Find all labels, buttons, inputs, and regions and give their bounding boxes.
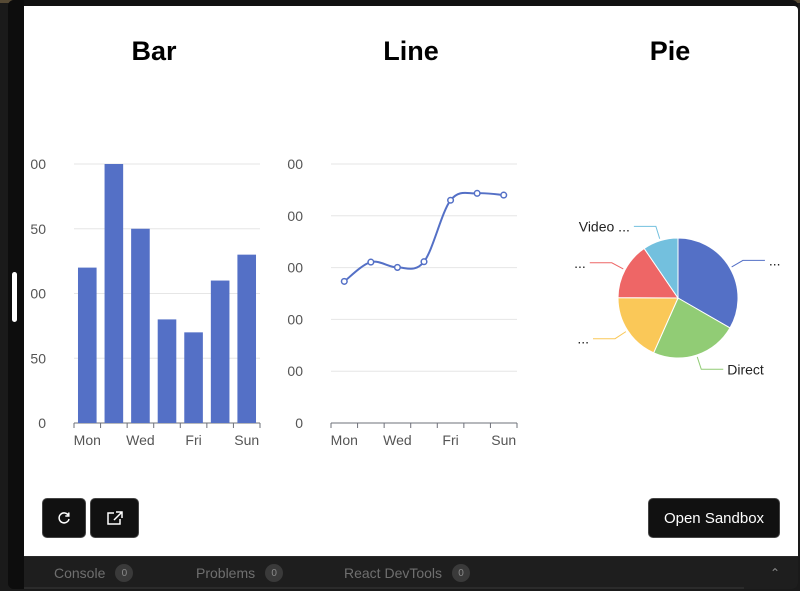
line-series <box>343 191 504 283</box>
slice-label-line <box>589 262 624 270</box>
pie-chart-title: Pie <box>649 36 691 66</box>
line-chart-title: Line <box>383 36 439 66</box>
y-tick-label: 50 <box>30 350 46 366</box>
refresh-icon <box>58 512 70 524</box>
point-thu <box>420 258 428 266</box>
pie-chart: ... Direct...... Video ... <box>574 218 781 377</box>
bar-sat <box>210 280 230 423</box>
x-tick-label: Wed <box>126 432 155 448</box>
tab-label: Console <box>54 565 106 581</box>
y-tick-label: 0 <box>38 415 46 431</box>
x-tick-label: Mon <box>331 432 358 448</box>
tab-react-devtools[interactable]: React DevTools 0 <box>344 564 471 582</box>
x-tick-label: Wed <box>383 432 412 448</box>
slice-label-line <box>731 259 765 268</box>
horizontal-scrollbar[interactable] <box>24 587 744 589</box>
slice-label-line <box>696 356 724 370</box>
x-tick-label: Mon <box>74 432 101 448</box>
y-tick-label: 00 <box>287 260 303 276</box>
bar-tue <box>104 164 124 423</box>
slice-label: Direct <box>727 361 764 377</box>
bar-wed <box>131 228 150 423</box>
slice-1 <box>652 297 731 359</box>
bar-fri <box>184 332 203 423</box>
bar-chart: 0 50 00 50 00 Mon Wed Fri Sun <box>30 156 261 448</box>
slice-3 <box>617 247 679 299</box>
tab-problems[interactable]: Problems 0 <box>196 564 284 582</box>
refresh-button[interactable] <box>42 498 86 538</box>
x-tick-label: Fri <box>185 432 201 448</box>
point-wed <box>393 263 401 271</box>
slice-label: Video ... <box>579 218 630 234</box>
x-tick-label: Fri <box>442 432 458 448</box>
y-tick-label: 50 <box>30 221 46 237</box>
y-tick-label: 00 <box>287 363 303 379</box>
slice-label: ... <box>574 255 586 271</box>
y-tick-label: 00 <box>287 311 303 327</box>
y-tick-label: 00 <box>287 156 303 172</box>
x-tick-label: Sun <box>491 432 516 448</box>
bar-chart-title: Bar <box>131 36 177 66</box>
open-sandbox-button[interactable]: Open Sandbox <box>648 498 780 538</box>
chevron-up-icon[interactable]: ⌃ <box>769 566 780 580</box>
open-external-icon <box>106 511 123 525</box>
point-tue <box>367 258 375 266</box>
resize-handle[interactable] <box>12 272 17 322</box>
count-badge: 0 <box>115 564 134 582</box>
tab-console[interactable]: Console 0 <box>54 564 134 582</box>
y-tick-label: 00 <box>30 286 46 302</box>
left-resize-bar[interactable] <box>8 0 24 589</box>
point-sun <box>500 191 508 199</box>
point-sat <box>473 189 481 197</box>
slice-2 <box>617 297 679 354</box>
slice-0 <box>677 237 739 329</box>
bar-sun <box>237 254 257 423</box>
slice-label-line <box>592 331 627 340</box>
y-tick-label: 00 <box>287 208 303 224</box>
bar-thu <box>157 319 177 423</box>
point-fri <box>447 196 455 204</box>
slice-label: ... <box>577 331 589 347</box>
y-tick-label: 00 <box>30 156 46 172</box>
slice-4 <box>643 237 679 300</box>
preview-pane: Bar Line Pie 0 50 00 50 00 Mon Wed Fri Sun 0 00 00… <box>24 6 798 556</box>
sandbox-frame: Bar Line Pie 0 50 00 50 00 Mon Wed Fri Sun 0 00 00… <box>8 0 798 589</box>
x-tick-label: Sun <box>234 432 259 448</box>
open-in-new-window-button[interactable] <box>90 498 139 538</box>
tab-label: React DevTools <box>344 565 443 581</box>
count-badge: 0 <box>265 564 284 582</box>
devtools-bar: Console 0 Problems 0 React DevTools 0 ⌃ <box>24 556 798 589</box>
slice-label-line <box>633 225 661 239</box>
point-mon <box>340 277 348 285</box>
bar-mon <box>77 267 97 423</box>
slice-label: ... <box>769 252 781 268</box>
count-badge: 0 <box>452 564 471 582</box>
y-tick-label: 0 <box>295 415 303 431</box>
tab-label: Problems <box>196 565 256 581</box>
